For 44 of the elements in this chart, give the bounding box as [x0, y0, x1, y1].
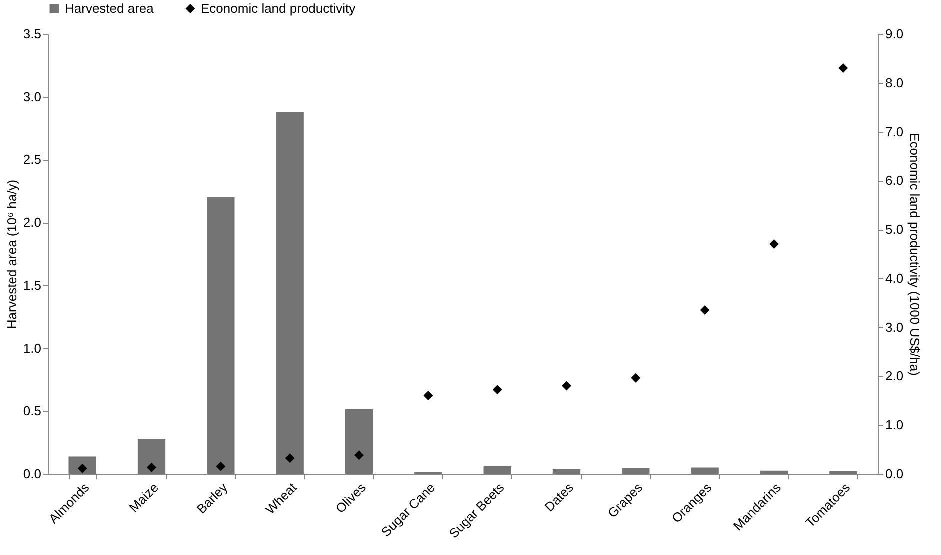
bar — [207, 197, 235, 474]
bar — [138, 439, 166, 474]
bar — [68, 456, 96, 474]
y-tick-label: 3.0 — [23, 89, 42, 104]
y-tick-label: 0.5 — [23, 404, 42, 419]
y2-tick-label: 7.0 — [886, 124, 904, 140]
point — [562, 381, 572, 391]
bar — [345, 410, 374, 474]
y-tick-label: 1.5 — [23, 278, 42, 293]
y2-tick-label: 9.0 — [886, 26, 904, 42]
bar — [691, 468, 719, 474]
y-tick-label: 3.5 — [23, 26, 42, 42]
y-tick-label: 1.0 — [23, 340, 42, 356]
y-tick-label: 2.0 — [23, 215, 42, 230]
bar — [484, 466, 512, 474]
point — [492, 385, 502, 395]
point — [631, 373, 641, 383]
point — [700, 305, 710, 315]
point — [354, 450, 364, 460]
y2-tick-label: 8.0 — [886, 75, 904, 90]
legend-label: Economic land productivity — [201, 0, 356, 16]
y2-tick-label: 6.0 — [886, 173, 904, 188]
y2-tick-label: 0.0 — [886, 466, 904, 482]
bar — [622, 468, 650, 474]
bar — [552, 468, 581, 474]
point — [838, 63, 848, 73]
y2-tick-label: 5.0 — [886, 222, 904, 238]
y-tick-label: 2.5 — [23, 152, 42, 168]
y2-axis-title: Economic land productivity (1000 US$/ha) — [908, 133, 923, 376]
y-tick-label: 0.0 — [23, 466, 42, 482]
point — [285, 454, 295, 464]
y2-tick-label: 2.0 — [886, 368, 904, 384]
legend-label: Harvested area — [65, 0, 155, 16]
y2-tick-label: 3.0 — [886, 320, 904, 335]
point — [770, 239, 779, 249]
point — [424, 391, 434, 401]
bar — [276, 112, 304, 474]
point — [216, 462, 226, 472]
point — [147, 462, 156, 472]
y-axis-title: Harvested area (10⁶ ha/y) — [4, 180, 20, 330]
bar — [760, 470, 788, 474]
y2-tick-label: 4.0 — [886, 270, 904, 286]
y2-tick-label: 1.0 — [886, 418, 904, 433]
bar — [830, 471, 858, 474]
